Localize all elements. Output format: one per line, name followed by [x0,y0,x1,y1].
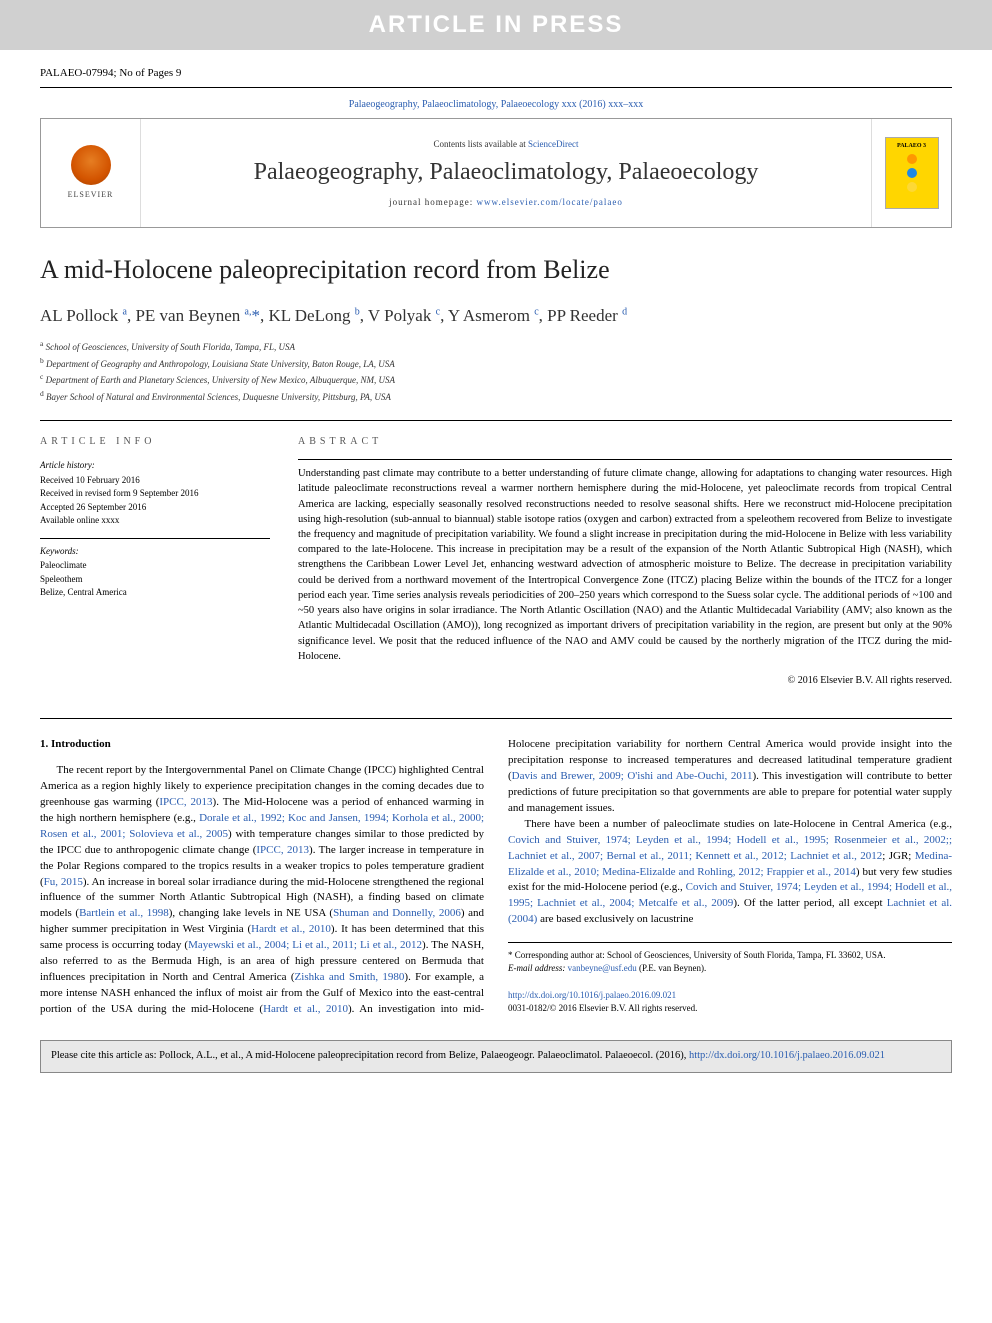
keywords-block: PaleoclimateSpeleothemBelize, Central Am… [40,559,270,600]
article-history-label: Article history: [40,459,270,472]
homepage-prefix: journal homepage: [389,197,476,207]
citation-link[interactable]: IPCC, 2013 [256,844,309,856]
email-suffix: (P.E. van Beynen). [637,963,707,973]
citation-link[interactable]: Mayewski et al., 2004; Li et al., 2011; … [188,939,422,951]
body-text: ; JGR; [882,850,914,862]
journal-reference-link[interactable]: Palaeogeography, Palaeoclimatology, Pala… [349,99,643,110]
corresponding-email-link[interactable]: vanbeyne@usf.edu [568,963,637,973]
abstract-text: Understanding past climate may contribut… [298,459,952,664]
journal-reference: Palaeogeography, Palaeoclimatology, Pala… [40,88,952,118]
doi-block: http://dx.doi.org/10.1016/j.palaeo.2016.… [508,989,952,1015]
affiliation-list: a School of Geosciences, University of S… [40,338,952,404]
citation-link[interactable]: Hardt et al., 2010 [263,1003,348,1015]
citation-link[interactable]: Shuman and Donnelly, 2006 [333,907,461,919]
abstract-copyright: © 2016 Elsevier B.V. All rights reserved… [298,674,952,698]
email-label: E-mail address: [508,963,568,973]
journal-homepage-line: journal homepage: www.elsevier.com/locat… [153,196,859,209]
abstract-column: ABSTRACT Understanding past climate may … [298,435,952,698]
cover-dot-icon [907,154,917,164]
citation-link[interactable]: Hardt et al., 2010 [251,923,331,935]
body-paragraph: There have been a number of paleoclimate… [508,817,952,929]
please-cite-box: Please cite this article as: Pollock, A.… [40,1040,952,1073]
abstract-heading: ABSTRACT [298,435,952,449]
article-title: A mid-Holocene paleoprecipitation record… [40,252,952,288]
cite-box-doi-link[interactable]: http://dx.doi.org/10.1016/j.palaeo.2016.… [689,1050,885,1061]
citation-link[interactable]: Covich and Stuiver, 1974; Leyden et al.,… [508,834,949,846]
sciencedirect-link[interactable]: ScienceDirect [528,139,578,149]
page-content: PALAEO-07994; No of Pages 9 Palaeogeogra… [0,50,992,1103]
section-divider [40,718,952,719]
citation-link[interactable]: Fu, 2015 [44,876,83,888]
article-info-column: ARTICLE INFO Article history: Received 1… [40,435,270,698]
masthead-center: Contents lists available at ScienceDirec… [141,130,871,217]
in-press-banner: ARTICLE IN PRESS [0,0,992,50]
footnote-text: Corresponding author at: School of Geosc… [513,950,886,960]
citation-link[interactable]: Zishka and Smith, 1980 [295,971,405,983]
section-1-heading: 1. Introduction [40,737,484,753]
cover-title: PALAEO 3 [897,142,926,150]
publisher-logo-box: ELSEVIER [41,119,141,227]
body-text: ). Of the latter period, all except [733,897,886,909]
contents-available-line: Contents lists available at ScienceDirec… [153,138,859,151]
elsevier-tree-icon [71,145,111,185]
journal-masthead: ELSEVIER Contents lists available at Sci… [40,118,952,228]
contents-prefix: Contents lists available at [434,139,528,149]
info-abstract-row: ARTICLE INFO Article history: Received 1… [40,420,952,698]
issn-copyright-line: 0031-0182/© 2016 Elsevier B.V. All right… [508,1003,697,1013]
article-history-block: Received 10 February 2016Received in rev… [40,474,270,528]
article-info-heading: ARTICLE INFO [40,435,270,449]
author-list: AL Pollock a, PE van Beynen a,*, KL DeLo… [40,304,952,328]
citation-link[interactable]: Davis and Brewer, 2009; O'ishi and Abe-O… [512,770,753,782]
journal-homepage-link[interactable]: www.elsevier.com/locate/palaeo [477,197,623,207]
corresponding-author-footnote: * Corresponding author at: School of Geo… [508,942,952,975]
cite-box-text: Please cite this article as: Pollock, A.… [51,1050,689,1061]
journal-cover-box: PALAEO 3 [871,119,951,227]
elsevier-logo: ELSEVIER [56,138,126,208]
body-text: ), changing lake levels in NE USA ( [169,907,333,919]
keywords-label: Keywords: [40,538,270,558]
journal-cover-thumbnail: PALAEO 3 [885,137,939,209]
header-doc-id: PALAEO-07994; No of Pages 9 [40,60,952,88]
doi-link[interactable]: http://dx.doi.org/10.1016/j.palaeo.2016.… [508,990,676,1000]
citation-link[interactable]: IPCC, 2013 [159,796,212,808]
cover-dot-icon [907,168,917,178]
cover-dot-icon [907,182,917,192]
article-body-columns: 1. Introduction The recent report by the… [40,737,952,1018]
citation-link[interactable]: Bartlein et al., 1998 [79,907,169,919]
body-text: There have been a number of paleoclimate… [525,818,953,830]
body-text: are based exclusively on lacustrine [537,913,693,925]
journal-title: Palaeogeography, Palaeoclimatology, Pala… [153,156,859,190]
elsevier-label: ELSEVIER [68,189,114,200]
